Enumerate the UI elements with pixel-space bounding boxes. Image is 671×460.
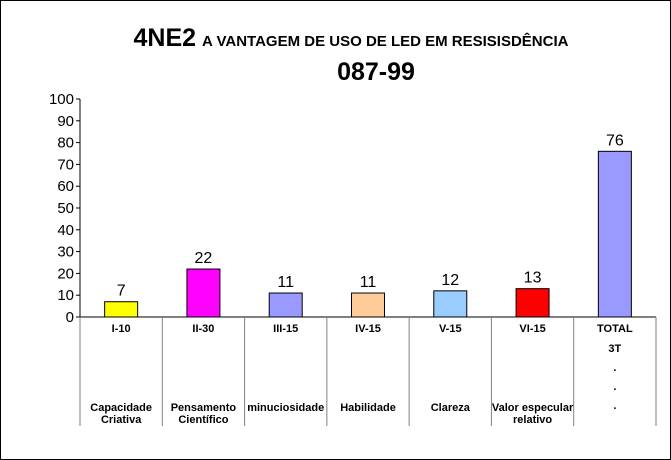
y-tick-label: 20: [57, 265, 74, 282]
data-label: 11: [360, 274, 377, 291]
y-tick-label: 50: [57, 200, 74, 217]
bar-total: [597, 150, 632, 318]
y-tick-label: 0: [66, 309, 74, 326]
category-sublabel: .: [613, 400, 616, 412]
bar-iii-15: [268, 292, 303, 318]
y-tick-label: 30: [57, 244, 74, 261]
data-label: 76: [606, 132, 624, 149]
y-tick-label: 40: [57, 222, 74, 239]
category-label: minuciosidade: [247, 402, 324, 414]
bar-vi-15: [515, 288, 550, 318]
y-tick-label: 90: [57, 113, 74, 130]
data-label: 13: [524, 270, 542, 287]
data-label: 12: [441, 272, 459, 289]
bar-iv-15: [351, 292, 385, 318]
y-tick-label: 60: [57, 178, 74, 195]
category-label: Pensamento: [171, 402, 237, 414]
title-code: 4NE2: [134, 24, 197, 52]
category-label: Científico: [178, 414, 228, 426]
category-label: Habilidade: [340, 402, 396, 414]
bar-ii-30: [186, 268, 221, 318]
category-code: VI-15: [519, 323, 545, 335]
category-code: IV-15: [355, 323, 381, 335]
y-tick-label: 10: [57, 287, 74, 304]
title-text: A VANTAGEM DE USO DE LED EM RESISISDÊNCI…: [202, 32, 569, 50]
category-code: III-15: [273, 323, 298, 335]
category-label: Criativa: [101, 414, 142, 426]
chart-subtitle: 087-99: [337, 58, 415, 86]
bar-i-10: [104, 301, 139, 318]
y-tick-label: 80: [57, 135, 74, 152]
category-sublabel: .: [613, 381, 616, 393]
category-label: Clareza: [431, 402, 471, 414]
data-label: 7: [117, 283, 126, 300]
data-label: 22: [195, 250, 213, 267]
category-sublabel: 3T: [608, 343, 621, 355]
category-code: II-30: [192, 323, 214, 335]
category-code: I-10: [112, 323, 131, 335]
category-code: TOTAL: [597, 323, 633, 335]
category-label: Capacidade: [90, 402, 152, 414]
category-sublabel: .: [613, 362, 616, 374]
category-label: Valor especular: [492, 402, 574, 414]
data-label: 11: [277, 274, 294, 291]
category-label: relativo: [513, 414, 552, 426]
y-tick-label: 70: [57, 156, 74, 173]
category-code: V-15: [439, 323, 462, 335]
chart-title: 4NE2 A VANTAGEM DE USO DE LED EM RESISISD…: [134, 24, 569, 52]
y-tick-label: 100: [49, 91, 74, 108]
bar-v-15: [433, 290, 468, 318]
